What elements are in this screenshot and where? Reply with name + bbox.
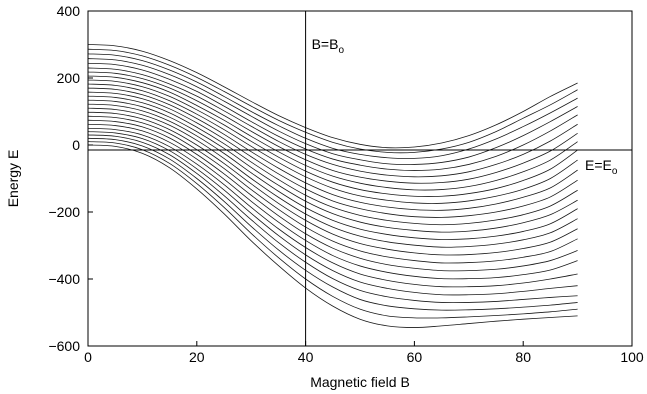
energy-level-line-18	[87, 115, 578, 264]
e-equals-eo-label: E=Eo	[585, 157, 618, 177]
energy-level-line-5	[87, 62, 578, 171]
b-equals-bo-label: B=Bo	[312, 36, 345, 56]
annotation-lines	[88, 11, 632, 346]
b-label-main: B=B	[312, 36, 339, 52]
energy-level-line-2	[87, 48, 578, 154]
energy-level-line-26	[87, 144, 578, 328]
energy-level-line-4	[87, 58, 578, 165]
energy-level-line-14	[87, 99, 578, 233]
energy-level-line-16	[87, 107, 578, 248]
y-tick-label: −200	[48, 204, 80, 220]
x-tick-label: 20	[189, 349, 205, 365]
energy-level-line-22	[87, 131, 578, 296]
energy-level-line-15	[87, 103, 578, 240]
energy-level-line-13	[87, 95, 578, 226]
x-tick-label: 80	[515, 349, 531, 365]
y-tick-label: 400	[57, 3, 81, 19]
y-tick-label: −400	[48, 271, 80, 287]
energy-level-line-10	[87, 83, 578, 204]
energy-level-line-8	[87, 75, 578, 191]
x-tick-label: 60	[407, 349, 423, 365]
x-tick-label: 40	[298, 349, 314, 365]
energy-level-line-7	[87, 71, 578, 184]
energy-level-line-6	[87, 67, 578, 178]
energy-level-line-24	[87, 137, 578, 311]
energy-level-line-17	[87, 111, 578, 256]
y-tick-label: −600	[48, 338, 80, 354]
axis-ticks	[87, 10, 633, 347]
y-axis-label: Energy E	[5, 150, 21, 208]
energy-level-line-3	[87, 53, 578, 159]
x-tick-label: 0	[84, 349, 92, 365]
plot-lines	[87, 44, 578, 328]
y-tick-label: 200	[57, 70, 81, 86]
y-tick-label: 0	[72, 137, 80, 153]
b-label-subscript: o	[338, 45, 344, 56]
energy-level-line-11	[87, 87, 578, 211]
energy-level-line-19	[87, 119, 578, 272]
e-label-main: E=E	[585, 157, 612, 173]
plot-frame	[87, 10, 633, 347]
e-label-subscript: o	[612, 166, 618, 177]
x-axis-label: Magnetic field B	[310, 374, 410, 390]
energy-level-line-9	[87, 79, 578, 197]
x-tick-label: 100	[620, 349, 644, 365]
energy-level-line-25	[87, 141, 578, 319]
energy-level-line-23	[87, 134, 578, 304]
tick-labels: 0 20 40 60 80 100 −600 −400 −200 0 200 400	[48, 3, 643, 365]
energy-level-line-12	[87, 91, 578, 218]
energy-level-line-20	[87, 123, 578, 280]
energy-level-line-21	[87, 127, 578, 288]
energy-level-line-1	[87, 44, 578, 149]
